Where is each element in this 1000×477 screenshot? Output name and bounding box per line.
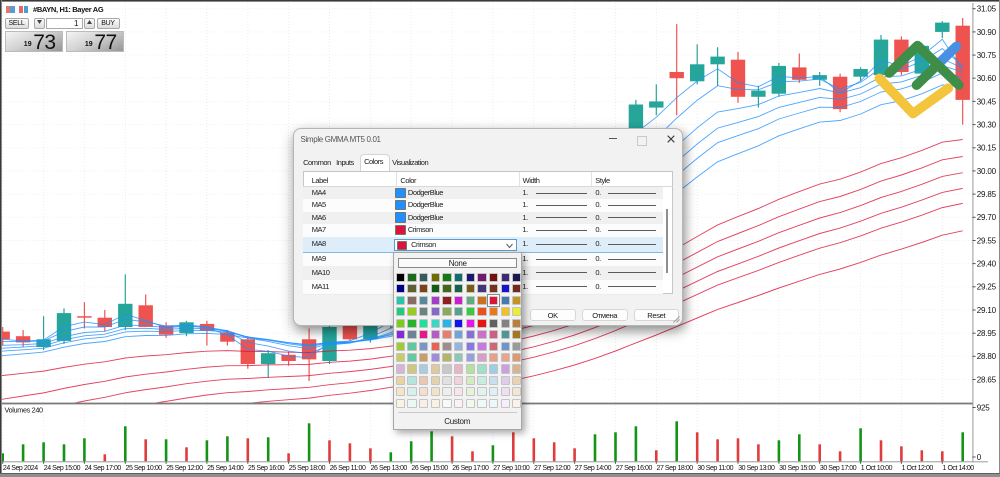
svg-text:29.85: 29.85 <box>977 190 997 199</box>
svg-text:29.70: 29.70 <box>977 213 997 222</box>
svg-text:27 Sep 18:00: 27 Sep 18:00 <box>657 465 694 472</box>
svg-text:28.80: 28.80 <box>977 352 997 361</box>
svg-text:30 Sep 17:00: 30 Sep 17:00 <box>820 465 857 472</box>
svg-text:29.25: 29.25 <box>977 283 997 292</box>
svg-text:27 Sep 16:00: 27 Sep 16:00 <box>616 465 653 472</box>
svg-text:30.45: 30.45 <box>977 97 997 106</box>
svg-text:25 Sep 16:00: 25 Sep 16:00 <box>248 465 285 472</box>
svg-text:30 Sep 15:00: 30 Sep 15:00 <box>779 465 816 472</box>
svg-text:1 Oct 12:00: 1 Oct 12:00 <box>902 465 934 472</box>
svg-text:31.05: 31.05 <box>977 5 997 14</box>
svg-text:1 Oct 10:00: 1 Oct 10:00 <box>861 465 893 472</box>
svg-text:27 Sep 14:00: 27 Sep 14:00 <box>575 465 612 472</box>
svg-text:30.60: 30.60 <box>977 74 997 83</box>
svg-text:28.65: 28.65 <box>977 375 997 384</box>
svg-text:27 Sep 10:00: 27 Sep 10:00 <box>493 465 530 472</box>
svg-text:29.55: 29.55 <box>977 236 997 245</box>
svg-text:30.75: 30.75 <box>977 51 997 60</box>
svg-text:0: 0 <box>977 453 982 462</box>
svg-text:30.00: 30.00 <box>977 167 997 176</box>
svg-text:1 Oct 14:00: 1 Oct 14:00 <box>943 465 975 472</box>
svg-text:25 Sep 12:00: 25 Sep 12:00 <box>166 465 203 472</box>
svg-text:25 Sep 10:00: 25 Sep 10:00 <box>126 465 163 472</box>
svg-text:30.90: 30.90 <box>977 28 997 37</box>
svg-text:30 Sep 11:00: 30 Sep 11:00 <box>697 465 733 472</box>
svg-text:29.40: 29.40 <box>977 260 997 269</box>
svg-text:24 Sep 17:00: 24 Sep 17:00 <box>85 465 122 472</box>
svg-text:25 Sep 18:00: 25 Sep 18:00 <box>289 465 326 472</box>
svg-text:29.10: 29.10 <box>977 306 997 315</box>
svg-text:30.30: 30.30 <box>977 121 997 130</box>
svg-text:26 Sep 11:00: 26 Sep 11:00 <box>330 465 366 472</box>
svg-text:Volumes 240: Volumes 240 <box>5 406 44 415</box>
svg-text:27 Sep 12:00: 27 Sep 12:00 <box>534 465 571 472</box>
svg-text:25 Sep 14:00: 25 Sep 14:00 <box>207 465 244 472</box>
svg-text:28.95: 28.95 <box>977 329 997 338</box>
svg-text:24 Sep 15:00: 24 Sep 15:00 <box>44 465 81 472</box>
svg-text:24 Sep 2024: 24 Sep 2024 <box>3 465 38 472</box>
svg-text:30 Sep 13:00: 30 Sep 13:00 <box>738 465 775 472</box>
svg-text:26 Sep 15:00: 26 Sep 15:00 <box>411 465 448 472</box>
svg-text:925: 925 <box>977 403 990 412</box>
svg-text:26 Sep 13:00: 26 Sep 13:00 <box>371 465 408 472</box>
svg-text:26 Sep 17:00: 26 Sep 17:00 <box>452 465 489 472</box>
svg-text:30.15: 30.15 <box>977 144 997 153</box>
